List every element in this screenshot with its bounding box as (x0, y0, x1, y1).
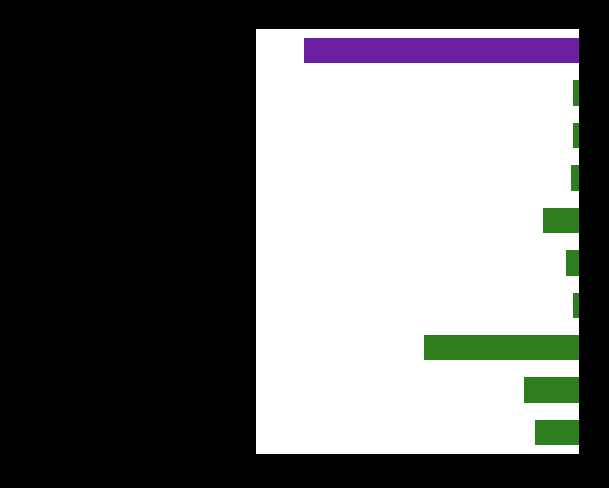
Bar (566, 250, 579, 276)
Bar (572, 122, 579, 148)
Bar (543, 207, 579, 233)
Bar (572, 80, 579, 106)
Bar (535, 420, 579, 446)
Bar (424, 335, 579, 361)
Bar (571, 165, 579, 191)
Bar (304, 38, 579, 63)
Bar (524, 377, 579, 403)
Bar (572, 292, 579, 318)
